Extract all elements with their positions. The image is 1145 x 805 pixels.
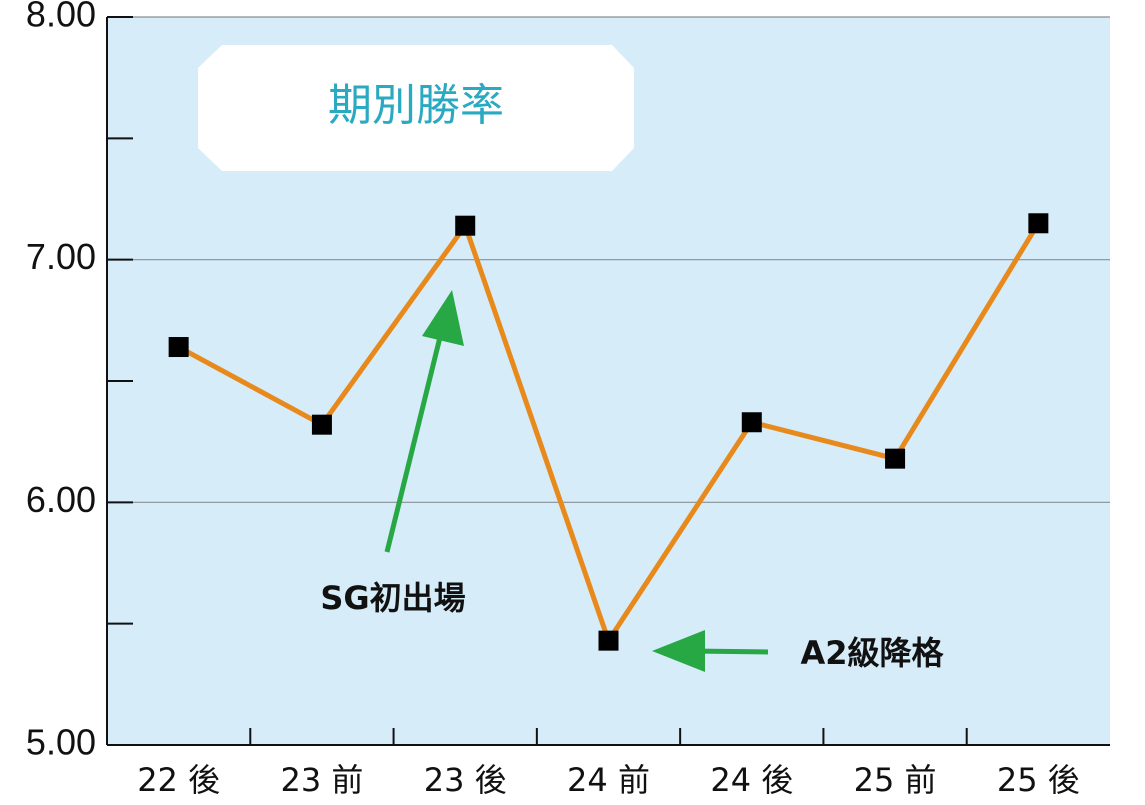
annotation-arrow [652,630,769,672]
annotation: SG初出場 [320,579,465,617]
chart-layer: 5.00 6.00 7.00 8.00 22 後 23 前 23 後 24 前 24 後 25 前… [26,0,1110,799]
y-tick-label: 8.00 [26,0,96,35]
data-point [741,412,762,433]
data-point [598,630,619,651]
data-point [455,215,476,236]
y-tick-label: 6.00 [26,479,96,520]
x-tick-label: 25 後 [997,761,1080,799]
data-point [1028,213,1049,234]
x-tick-label: 24 前 [567,761,650,799]
data-point [168,337,189,358]
y-tick-label: 7.00 [26,236,96,277]
data-point [311,414,332,435]
x-tick-label: 23 前 [280,761,363,799]
y-tick-label: 5.00 [26,722,96,763]
annotation: A2級降格 [800,634,944,672]
title-box [198,45,634,171]
x-tick-label: 23 後 [424,761,507,799]
x-tick-label: 25 前 [854,761,937,799]
annotation-arrow [384,290,464,553]
data-point [885,448,906,469]
x-tick-label: 24 後 [710,761,793,799]
chart-title: 期別勝率 [328,80,504,131]
x-tick-label: 22 後 [137,761,220,799]
